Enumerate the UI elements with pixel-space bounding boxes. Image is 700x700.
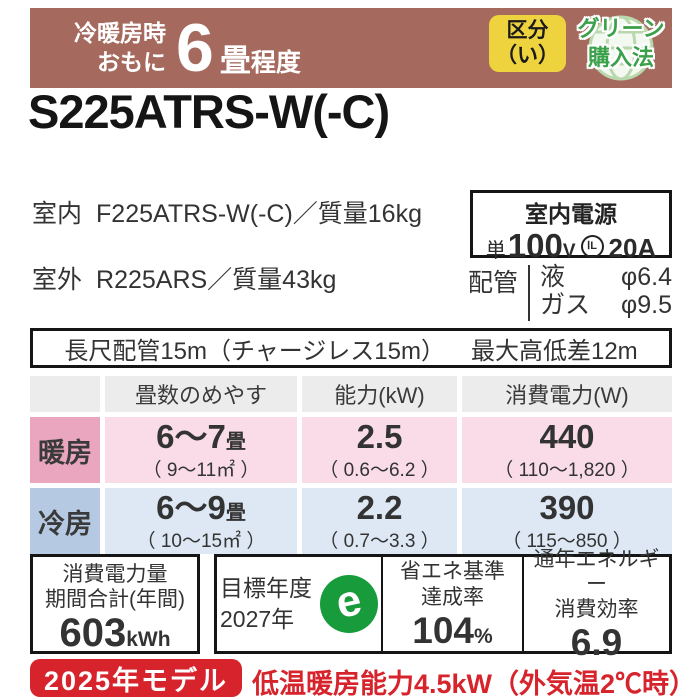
piping-liquid-row: 液 φ6.4	[534, 263, 672, 291]
capacity-banner: 冷暖房時 おもに 6 畳 程度 区分 （い） グリーン	[30, 8, 672, 88]
usage-line1: 冷暖房時	[74, 19, 166, 46]
low-temp-heating-note: 低温暖房能力4.5kW（外気温2℃時）＊1	[252, 662, 700, 700]
power-title: 室内電源	[525, 201, 617, 227]
indoor-unit-line: 室内 F225ATRS-W(-C)／質量16kg	[32, 194, 422, 230]
outdoor-label: 室外	[32, 266, 83, 294]
performance-table: 畳数のめやす 能力(kW) 消費電力(W) 暖房 6～7畳 （ 9～11㎡ ） …	[30, 376, 672, 554]
globe-icon	[588, 15, 654, 81]
room-size-number: 6	[176, 10, 214, 86]
outdoor-unit-line: 室外 R225ARS／質量43kg	[32, 260, 336, 296]
table-header-capacity: 能力(kW)	[302, 376, 457, 412]
cooling-capacity-range: （ 0.7～3.3 ）	[319, 530, 440, 552]
room-size-suffix: 程度	[250, 49, 301, 77]
cooling-row-label: 冷房	[30, 488, 100, 554]
heating-row-label: 暖房	[30, 417, 100, 483]
plug-type-icon: ⅠL	[580, 234, 604, 258]
cooling-capacity-value: 2.2	[356, 489, 403, 526]
model-year-badge: 2025年モデル	[30, 659, 242, 697]
standard-value-line: 104%	[412, 612, 492, 649]
annual-value-line: 603kWh	[33, 613, 197, 653]
energy-efficiency-group: 目標年度 2027年 e 省エネ基準 達成率 104% 通年エネルギー 消費効率…	[214, 548, 672, 661]
outdoor-value: R225ARS／質量43kg	[96, 266, 337, 294]
cooling-capacity-cell: 2.2 （ 0.7～3.3 ）	[302, 488, 457, 554]
indoor-power-box: 室内電源 単 100 V ⅠL 20A	[470, 190, 672, 264]
standard-value: 104	[412, 609, 475, 651]
green-badge-line1: グリーン	[577, 16, 665, 41]
piping-rows: 液 φ6.4 ガス φ9.5	[534, 263, 672, 321]
power-voltage: 100	[507, 227, 563, 264]
apf-value: 6.9	[570, 622, 623, 664]
indoor-label: 室内	[32, 200, 83, 228]
cooling-power-cell: 390 （ 115～850 ）	[462, 488, 672, 554]
annual-label1: 消費電力量	[62, 563, 168, 586]
table-header-empty	[30, 376, 100, 412]
standard-unit: %	[474, 624, 493, 648]
annual-value: 603	[59, 611, 127, 656]
indoor-value: F225ATRS-W(-C)／質量16kg	[96, 200, 422, 228]
heating-tatami-range: （ 9～11㎡ ）	[142, 459, 260, 481]
power-spec-line: 単 100 V ⅠL 20A	[473, 227, 669, 265]
piping-divider	[528, 265, 530, 321]
cooling-tatami-unit: 畳	[225, 502, 246, 524]
apf-label2: 消費効率	[554, 598, 639, 622]
standard-achievement-section: 省エネ基準 達成率 104%	[381, 557, 522, 651]
cooling-tatami-range: （ 10～15㎡ ）	[136, 530, 266, 552]
e-mark-letter: e	[331, 575, 366, 629]
room-size-unit: 畳	[219, 43, 251, 78]
heating-power-cell: 440 （ 110～1,820 ）	[462, 417, 672, 483]
pipe-length-bar: 長尺配管15m（チャージレス15m） 最大高低差12m	[30, 328, 672, 368]
heating-power-range: （ 110～1,820 ）	[494, 459, 640, 481]
pipe-length-text: 長尺配管15m（チャージレス15m）	[64, 337, 445, 365]
heating-capacity-range: （ 0.6～6.2 ）	[319, 459, 440, 481]
target-label: 目標年度	[220, 574, 312, 601]
cooling-tatami-cell: 6～9畳 （ 10～15㎡ ）	[105, 488, 297, 554]
piping-gas-row: ガス φ9.5	[534, 291, 672, 319]
apf-label1: 通年エネルギー	[533, 547, 660, 596]
annual-consumption-box: 消費電力量 期間合計(年間) 603kWh	[30, 554, 200, 654]
kubun-badge-line1: 区分	[506, 19, 549, 42]
target-year-text: 目標年度 2027年	[220, 573, 312, 635]
green-badge-line2: 購入法	[587, 44, 654, 70]
green-badge-text: グリーン 購入法	[576, 15, 666, 72]
liquid-label: 液	[540, 263, 566, 291]
usage-text: 冷暖房時 おもに	[74, 19, 166, 78]
cooling-power-value: 390	[539, 489, 595, 526]
heating-capacity-cell: 2.5 （ 0.6～6.2 ）	[302, 417, 457, 483]
table-header-tatami: 畳数のめやす	[105, 376, 297, 412]
banner-badges: 区分 （い） グリーン 購入法	[489, 15, 666, 81]
energy-saving-e-mark-icon: e	[320, 575, 378, 633]
target-year: 2027年	[220, 606, 295, 632]
heating-tatami-unit: 畳	[225, 431, 246, 453]
standard-label2: 達成率	[421, 585, 484, 609]
target-year-section: 目標年度 2027年 e	[217, 557, 381, 651]
kubun-badge-line2: （い）	[496, 44, 559, 68]
cooling-power-range: （ 115～850 ）	[502, 530, 632, 552]
heating-power-value: 440	[539, 418, 595, 455]
gas-value: φ9.5	[621, 291, 672, 319]
gas-label: ガス	[540, 291, 591, 319]
cooling-tatami-value: 6～9	[156, 489, 226, 526]
piping-spec: 配管 液 φ6.4 ガス φ9.5	[468, 263, 672, 321]
green-purchase-badge: グリーン 購入法	[576, 15, 666, 81]
power-amperage: 20A	[608, 233, 657, 263]
usage-line2: おもに	[97, 49, 166, 75]
table-header-power: 消費電力(W)	[462, 376, 672, 412]
annual-unit: kWh	[126, 628, 171, 652]
standard-label1: 省エネ基準	[400, 560, 505, 584]
liquid-value: φ6.4	[621, 263, 672, 291]
model-number: S225ATRS-W(-C)	[28, 85, 390, 138]
annual-label2: 期間合計(年間)	[45, 588, 185, 612]
kubun-badge: 区分 （い）	[489, 15, 566, 73]
heating-tatami-value: 6～7	[156, 418, 226, 455]
height-diff-text: 最大高低差12m	[470, 337, 638, 365]
piping-label: 配管	[468, 269, 519, 297]
heating-capacity-value: 2.5	[356, 418, 403, 455]
room-size: 6 畳 程度	[176, 14, 301, 82]
apf-section: 通年エネルギー 消費効率 6.9	[522, 548, 669, 661]
note-text: 低温暖房能力4.5kW（外気温2℃時）	[252, 669, 697, 699]
heating-tatami-cell: 6～7畳 （ 9～11㎡ ）	[105, 417, 297, 483]
power-voltage-unit: V	[562, 241, 576, 262]
power-phase: 単	[485, 240, 506, 262]
